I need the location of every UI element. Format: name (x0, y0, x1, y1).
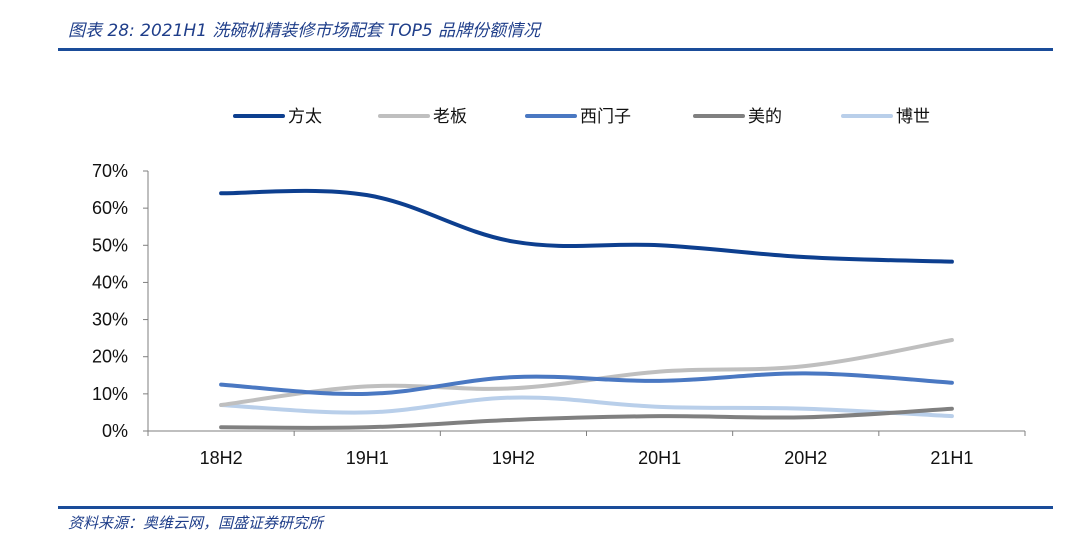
figure-title: 图表 28: 2021H1 洗碗机精装修市场配套 TOP5 品牌份额情况 (68, 21, 541, 41)
series-line-3 (219, 371, 954, 396)
top-rule (58, 48, 1053, 51)
series-line-1 (219, 188, 954, 264)
legend-label: 方太 (288, 107, 322, 127)
x-tick-label: 20H1 (638, 448, 681, 468)
series-line-4 (219, 406, 954, 430)
bottom-rule (58, 506, 1053, 509)
x-tick-label: 19H2 (492, 448, 535, 468)
axes: 0% 10% 20% 30% 40% 50% 60% 70% 18H2 19H1 19H2 20H1 2… (92, 161, 1026, 468)
y-tick-label: 40% (92, 272, 128, 292)
legend-label: 西门子 (580, 107, 631, 127)
y-tick-label: 30% (92, 310, 128, 330)
series-lines (219, 188, 954, 430)
y-tick-label: 10% (92, 384, 128, 404)
series-line-5 (219, 395, 954, 419)
source-note: 资料来源：奥维云网，国盛证券研究所 (68, 514, 324, 532)
x-tick-label: 19H1 (346, 448, 389, 468)
legend-label: 博世 (896, 107, 930, 127)
legend-label: 美的 (748, 107, 782, 127)
x-tick-label: 21H1 (930, 448, 973, 468)
y-tick-label: 20% (92, 347, 128, 367)
legend-label: 老板 (433, 107, 467, 127)
y-tick-label: 60% (92, 198, 128, 218)
x-tick-label: 20H2 (784, 448, 827, 468)
y-tick-label: 50% (92, 235, 128, 255)
y-tick-label: 0% (102, 421, 128, 441)
y-tick-label: 70% (92, 161, 128, 181)
legend: 方太 老板 西门子 美的 博世 (233, 107, 930, 127)
series-line-2 (219, 338, 954, 407)
x-tick-label: 18H2 (200, 448, 243, 468)
